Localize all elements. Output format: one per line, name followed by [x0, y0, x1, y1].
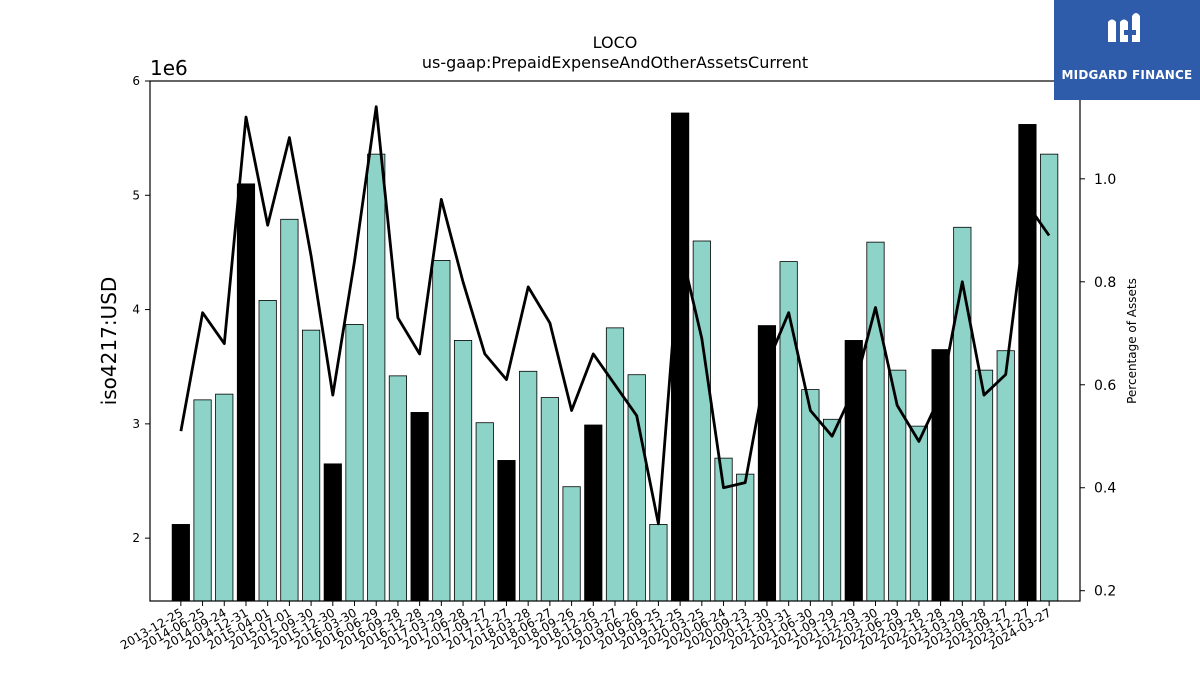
brand-logo: MIDGARD FINANCE: [1054, 0, 1200, 100]
y-tick-label: 5: [132, 188, 140, 202]
bar: [193, 399, 212, 602]
line-series: [179, 105, 1051, 526]
y-tick-label: 2: [132, 531, 140, 545]
bar: [345, 324, 364, 602]
bar: [475, 422, 494, 602]
bar: [388, 375, 408, 602]
bar: [540, 397, 559, 602]
bar: [584, 424, 603, 602]
y2-tick-label: 0.4: [1094, 481, 1116, 497]
y2-tick-label: 0.6: [1094, 378, 1116, 394]
brand-name: MIDGARD FINANCE: [1061, 68, 1193, 82]
bar: [671, 112, 690, 602]
bar: [801, 389, 820, 602]
bar: [1018, 124, 1037, 602]
bar: [497, 460, 516, 602]
bar: [996, 350, 1015, 602]
bar: [866, 241, 885, 602]
bar: [302, 329, 321, 602]
bar: [453, 340, 473, 602]
y2-tick-label: 0.8: [1094, 275, 1116, 291]
bar: [649, 524, 668, 602]
y-tick-label: 3: [132, 417, 140, 431]
bar: [367, 153, 386, 602]
bar: [844, 340, 863, 602]
chart-title: LOCO: [593, 33, 638, 52]
bar: [258, 300, 277, 602]
y-tick-label: 6: [132, 74, 140, 88]
bar: [432, 260, 451, 602]
y2-tick-label: 1.0: [1094, 172, 1116, 188]
bar: [236, 183, 256, 602]
bar: [692, 240, 711, 602]
y2-tick-label: 0.2: [1094, 584, 1116, 600]
bar: [736, 473, 755, 602]
bar: [605, 327, 625, 602]
bar: [822, 418, 842, 602]
bar: [974, 369, 994, 602]
bar: [1040, 153, 1059, 602]
y-tick-label: 4: [132, 303, 140, 317]
bar-series: [171, 112, 1059, 602]
y-multiplier-label: 1e6: [150, 56, 188, 80]
bar: [280, 218, 299, 602]
bar: [909, 425, 928, 602]
chart-subtitle: us-gaap:PrepaidExpenseAndOtherAssetsCurr…: [422, 53, 808, 72]
y2-axis-label: Percentage of Assets: [1125, 278, 1139, 404]
percentage-line: [179, 105, 1051, 526]
y-axis-label: iso4217:USD: [97, 277, 121, 406]
bar: [519, 370, 538, 602]
bar: [931, 349, 950, 602]
axes: 234560.20.40.60.81.02013-12-252014-06-25…: [118, 74, 1116, 652]
bar: [562, 486, 581, 602]
bar: [323, 463, 342, 602]
bar: [215, 393, 234, 602]
bar: [410, 412, 429, 602]
bar: [171, 524, 190, 602]
brand-mark-icon: [1108, 13, 1140, 42]
